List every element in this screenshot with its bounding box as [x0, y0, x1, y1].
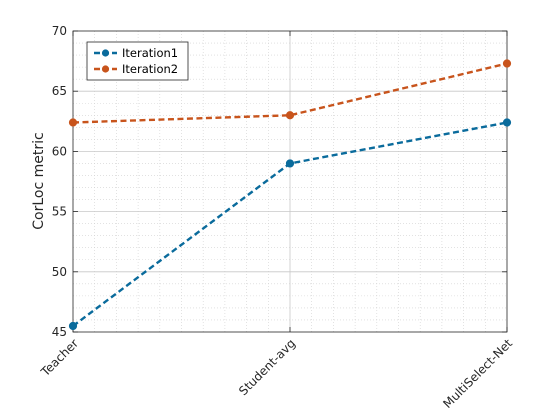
y-tick-label: 65	[52, 84, 67, 98]
y-tick-labels: 45 50 55 60 65 70	[52, 24, 67, 339]
axis-ticks	[72, 30, 508, 333]
series-2-point	[68, 118, 78, 127]
series-2-point	[285, 111, 295, 120]
y-tick-label: 60	[52, 144, 67, 158]
legend-label: Iteration1	[122, 46, 178, 60]
y-axis-label: CorLoc metric	[31, 132, 47, 229]
series-1-point	[502, 118, 512, 127]
major-grid	[73, 31, 507, 332]
series-1-point	[68, 321, 78, 331]
legend: Iteration1 Iteration2	[86, 41, 189, 81]
legend-swatch-marker	[101, 49, 110, 57]
legend-box	[86, 41, 189, 81]
series-layer	[68, 59, 512, 331]
legend-label: Iteration2	[122, 62, 178, 76]
y-tick-label: 45	[52, 325, 67, 339]
y-tick-label: 55	[52, 205, 67, 219]
series-line-2	[72, 62, 508, 124]
series-2-point	[502, 59, 512, 68]
series-1-point	[285, 159, 295, 168]
y-tick-label: 50	[52, 265, 67, 279]
legend-swatch-marker	[101, 65, 110, 73]
y-tick-label: 70	[52, 24, 67, 38]
